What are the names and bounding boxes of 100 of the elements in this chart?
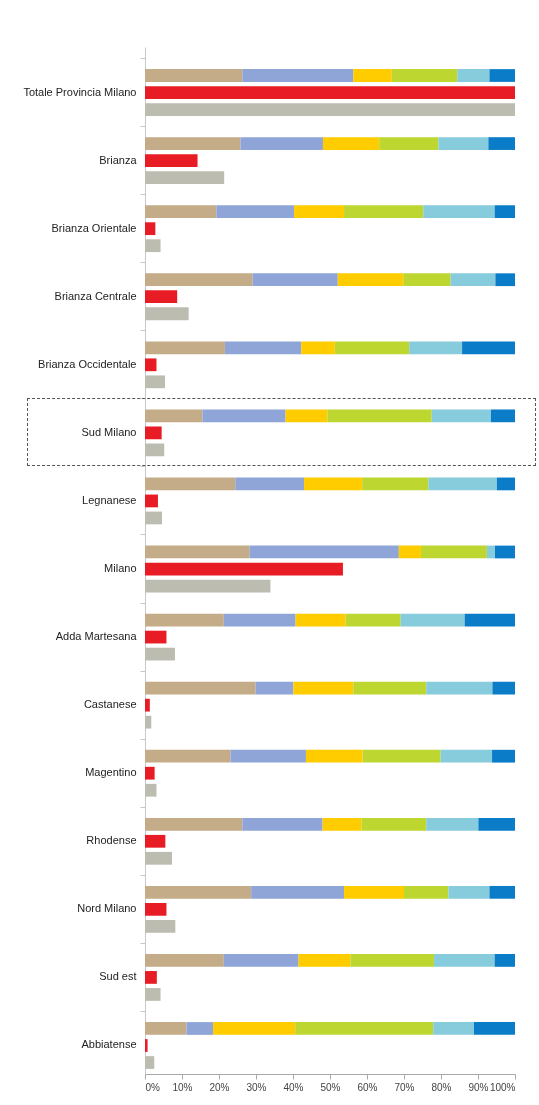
bar <box>230 749 306 763</box>
bar <box>293 681 354 695</box>
bar <box>285 409 328 423</box>
bar <box>428 477 497 491</box>
x-tick-label: 10% <box>172 1081 193 1093</box>
bar <box>145 613 224 627</box>
bar <box>145 290 178 304</box>
bar <box>145 171 225 184</box>
bar <box>404 885 449 899</box>
bar <box>301 341 335 355</box>
bar <box>145 426 162 440</box>
bar <box>213 1022 296 1035</box>
y-tick-label: Milano <box>104 562 137 575</box>
x-tick-label: 30% <box>246 1081 267 1093</box>
x-tick-label: 0% <box>145 1081 161 1093</box>
bar <box>145 698 150 712</box>
bar <box>457 69 490 82</box>
bar <box>379 137 439 150</box>
bar <box>145 154 198 167</box>
x-tick-label: 100% <box>489 1081 516 1093</box>
bar <box>186 1022 214 1035</box>
bar <box>490 409 515 423</box>
y-tick-label: Brianza Occidentale <box>38 357 137 370</box>
bar <box>145 749 231 763</box>
x-tick-label: 90% <box>468 1081 489 1093</box>
y-tick-label: Brianza <box>99 153 138 166</box>
bar <box>400 613 465 627</box>
bar <box>145 902 167 916</box>
bar <box>361 817 427 831</box>
bar <box>345 613 401 627</box>
bar <box>145 971 157 984</box>
bar <box>145 647 175 661</box>
x-tick-label: 80% <box>431 1081 452 1093</box>
bar <box>464 613 515 627</box>
bar <box>145 103 515 116</box>
bar <box>223 613 296 627</box>
bar <box>202 409 286 423</box>
bar <box>145 375 165 389</box>
bar <box>488 137 515 150</box>
bar <box>423 205 495 219</box>
bar <box>337 273 404 287</box>
bar <box>350 954 434 967</box>
bar <box>235 477 305 491</box>
bar <box>495 545 515 559</box>
bar <box>433 1022 474 1035</box>
bar <box>145 630 167 644</box>
x-tick-label: 60% <box>357 1081 378 1093</box>
bar <box>145 783 157 797</box>
bar <box>145 715 152 729</box>
bar <box>344 885 404 899</box>
bar <box>240 137 323 150</box>
bar <box>334 341 410 355</box>
bar <box>242 817 323 831</box>
bar <box>145 919 176 933</box>
bar <box>145 273 253 287</box>
bar <box>249 545 399 559</box>
y-tick-label: Totale Provincia Milano <box>23 85 137 98</box>
bar <box>145 1056 155 1069</box>
bar <box>145 358 157 372</box>
bar <box>440 749 493 763</box>
y-tick-label: Brianza Orientale <box>51 221 137 234</box>
bar <box>145 851 173 865</box>
bar <box>478 817 515 831</box>
bar <box>145 1022 187 1035</box>
bar <box>486 545 496 559</box>
bar <box>492 681 515 695</box>
bar <box>353 681 427 695</box>
x-tick-label: 50% <box>320 1081 341 1093</box>
y-tick-label: Nord Milano <box>77 902 137 915</box>
bar <box>433 954 495 967</box>
bar <box>438 137 489 150</box>
bar <box>145 69 243 82</box>
bar <box>145 954 224 967</box>
bar <box>145 988 161 1001</box>
bar <box>327 409 432 423</box>
bar <box>362 749 441 763</box>
bar <box>145 817 243 831</box>
bar <box>421 545 487 559</box>
bar <box>145 681 256 695</box>
bar <box>391 69 458 82</box>
x-tick-label: 40% <box>283 1081 304 1093</box>
bar <box>145 86 515 99</box>
bar <box>145 409 203 423</box>
bar <box>426 817 479 831</box>
bar <box>255 681 294 695</box>
bar <box>431 409 491 423</box>
bar <box>145 205 217 219</box>
bar <box>304 477 363 491</box>
bar <box>409 341 463 355</box>
bar <box>489 885 515 899</box>
bar <box>145 834 166 848</box>
bar <box>298 954 351 967</box>
bar <box>462 341 515 355</box>
bar <box>448 885 490 899</box>
bar <box>216 205 295 219</box>
bar <box>489 69 515 82</box>
bar <box>242 69 354 82</box>
bar <box>496 477 515 491</box>
y-tick-label: Brianza Centrale <box>54 289 137 302</box>
bar <box>145 494 158 508</box>
